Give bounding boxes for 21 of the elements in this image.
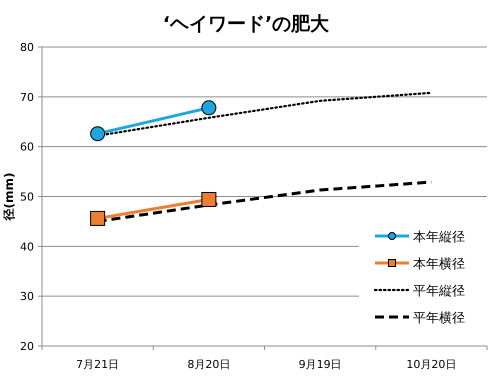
x-tick-label: 7月21日	[76, 358, 120, 371]
y-tick-label: 70	[20, 90, 34, 104]
legend-label: 平年縦径	[413, 284, 465, 299]
y-tick-label: 40	[20, 240, 34, 254]
chart-title: ‘ヘイワード’の肥大	[162, 13, 330, 35]
point	[90, 126, 106, 142]
x-tick-label: 9月19日	[298, 358, 342, 371]
point	[201, 100, 216, 116]
legend-label: 平年横径	[413, 311, 465, 326]
y-tick-label: 80	[20, 41, 34, 54]
y-tick-label: 60	[20, 140, 34, 154]
point	[90, 210, 106, 226]
x-tick-label: 10月20日	[406, 358, 456, 371]
point	[201, 192, 216, 207]
y-tick-label: 20	[20, 340, 34, 353]
y-tick-label: 30	[20, 290, 34, 304]
legend-label: 本年横径	[413, 257, 465, 272]
y-tick-label: 50	[20, 190, 34, 204]
legend-label: 本年縦径	[413, 230, 465, 245]
y-axis-title: 径(mm)	[2, 172, 16, 222]
x-tick-label: 8月20日	[187, 358, 230, 371]
